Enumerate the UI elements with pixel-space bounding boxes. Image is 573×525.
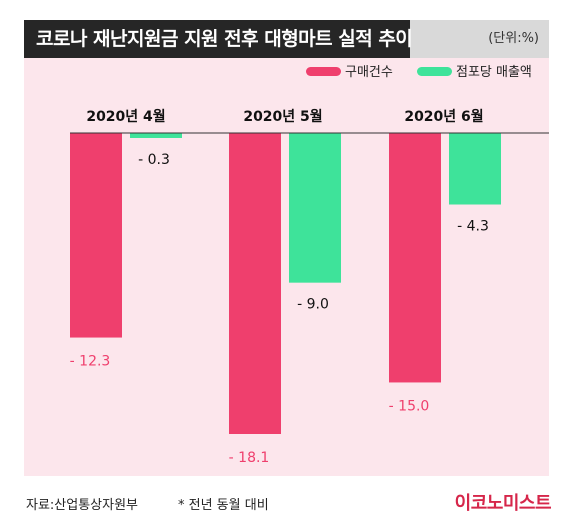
bar-purchases-0	[70, 133, 122, 338]
bar-sales-1	[289, 133, 341, 283]
footnote-text: * 전년 동월 대비	[178, 498, 269, 513]
bar-purchases-2	[389, 133, 441, 383]
legend-swatch-1	[417, 67, 452, 76]
unit-label: (단위:%)	[488, 31, 539, 46]
value-label: - 12.3	[70, 354, 111, 370]
value-label: - 0.3	[138, 152, 170, 168]
chart-title: 코로나 재난지원금 지원 전후 대형마트 실적 추이	[36, 28, 413, 50]
publisher-logo: 이코노미스트	[454, 493, 552, 514]
legend-label-1: 점포당 매출액	[456, 65, 532, 80]
value-label: - 9.0	[297, 297, 329, 313]
bar-sales-2	[449, 133, 501, 205]
value-label: - 18.1	[229, 450, 270, 466]
category-label: 2020년 5월	[243, 108, 322, 125]
legend-label-0: 구매건수	[345, 65, 393, 80]
legend-swatch-0	[306, 67, 341, 76]
title-background: 코로나 재난지원금 지원 전후 대형마트 실적 추이	[24, 20, 413, 58]
category-label: 2020년 4월	[86, 108, 165, 125]
value-label: - 15.0	[389, 398, 430, 414]
category-label: 2020년 6월	[404, 108, 483, 125]
bar-purchases-1	[229, 133, 281, 434]
bar-sales-0	[130, 133, 182, 138]
source-text: 자료:산업통상자원부	[26, 498, 139, 513]
title-bar: 코로나 재난지원금 지원 전후 대형마트 실적 추이 (단위:%)	[24, 20, 549, 58]
value-label: - 4.3	[457, 219, 489, 235]
